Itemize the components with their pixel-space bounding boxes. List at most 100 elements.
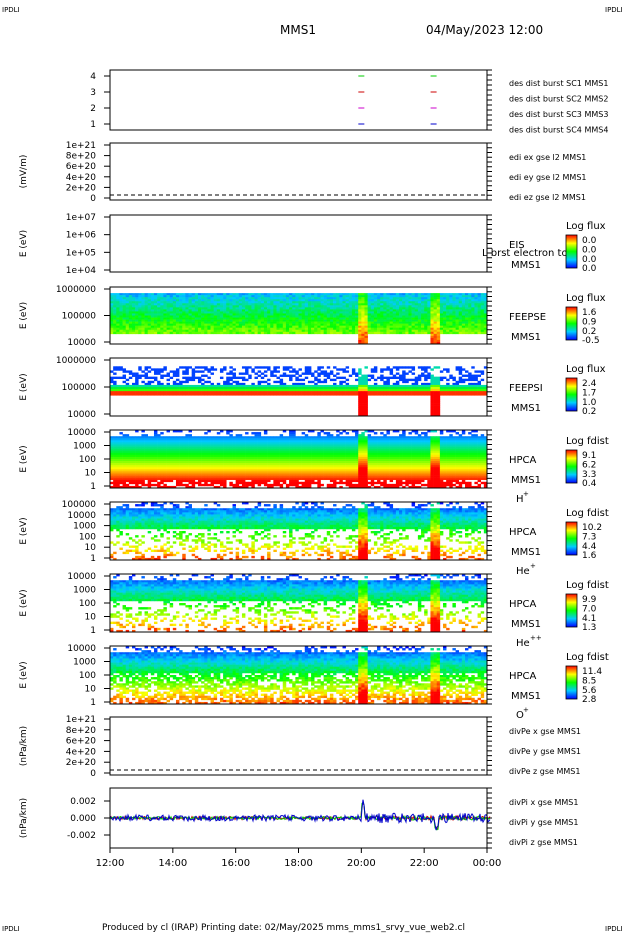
heat-cell	[468, 374, 472, 377]
heat-cell	[358, 303, 362, 306]
heat-cell	[260, 331, 265, 335]
heat-cell	[119, 297, 123, 300]
heat-cell	[439, 323, 444, 326]
heat-cell	[153, 321, 158, 324]
heat-cell	[389, 444, 394, 447]
heat-cell	[402, 323, 406, 326]
heat-cell	[307, 384, 312, 388]
heat-cell	[182, 311, 186, 314]
heat-cell	[188, 325, 192, 329]
heat-cell	[301, 293, 306, 296]
heat-cell	[433, 327, 438, 331]
heat-cell	[380, 450, 384, 454]
heat-cell	[172, 380, 177, 384]
heat-cell	[235, 329, 240, 333]
heat-cell	[207, 452, 211, 456]
heat-cell	[345, 299, 350, 302]
heat-cell	[408, 323, 412, 326]
heat-cell	[370, 317, 375, 320]
heat-cell	[144, 440, 148, 443]
heat-cell	[399, 387, 403, 390]
heat-cell	[273, 327, 277, 331]
heat-cell	[166, 393, 170, 396]
heat-cell	[201, 331, 205, 335]
heat-cell	[273, 370, 277, 373]
heat-cell	[138, 436, 142, 439]
heat-cell	[172, 430, 177, 433]
heat-cell	[160, 327, 164, 331]
heat-cell	[443, 311, 447, 314]
heat-cell	[292, 389, 296, 392]
heat-cell	[270, 297, 274, 300]
heat-cell	[135, 372, 139, 375]
heat-cell	[483, 450, 488, 454]
heat-cell	[452, 393, 456, 396]
heat-cell	[461, 391, 466, 394]
heat-cell	[113, 454, 117, 458]
heat-cell	[197, 303, 202, 306]
heat-cell	[185, 366, 189, 369]
heat-cell	[232, 376, 236, 380]
heat-cell	[433, 380, 438, 384]
heat-cell	[270, 325, 274, 329]
heat-cell	[380, 329, 384, 333]
heat-cell	[251, 293, 255, 296]
heat-cell	[364, 299, 368, 302]
heat-cell	[179, 440, 183, 443]
heat-cell	[342, 327, 346, 331]
heat-cell	[207, 329, 211, 333]
heat-cell	[163, 438, 167, 441]
heat-cell	[241, 307, 246, 310]
heat-cell	[358, 315, 362, 318]
heat-cell	[367, 299, 372, 302]
heat-cell	[348, 317, 353, 320]
heat-cell	[150, 307, 155, 310]
heat-cell	[408, 327, 412, 331]
heat-cell	[279, 436, 284, 439]
heat-cell	[474, 393, 478, 396]
heat-cell	[282, 327, 287, 331]
heat-cell	[241, 378, 246, 382]
heat-cell	[433, 384, 438, 388]
heat-cell	[471, 329, 475, 333]
heat-cell	[141, 446, 145, 449]
heat-cell	[483, 299, 488, 302]
heat-cell	[449, 313, 453, 316]
heat-cell	[348, 450, 353, 454]
heat-cell	[383, 391, 387, 394]
heat-cell	[304, 384, 309, 388]
heat-cell	[399, 303, 403, 306]
heat-cell	[433, 450, 438, 454]
heat-cell	[245, 311, 249, 314]
heat-cell	[323, 297, 328, 300]
heat-cell	[232, 297, 236, 300]
heat-cell	[317, 305, 321, 308]
heat-cell	[336, 387, 340, 390]
heat-cell	[455, 305, 460, 308]
heat-cell	[116, 315, 120, 318]
heat-cell	[292, 452, 296, 456]
heat-cell	[461, 299, 466, 302]
heat-cell	[471, 311, 475, 314]
heat-cell	[113, 313, 117, 316]
heat-cell	[191, 299, 196, 302]
heat-cell	[355, 323, 359, 326]
heat-cell	[389, 387, 394, 390]
heat-cell	[333, 452, 337, 456]
heat-cell	[436, 305, 441, 308]
heat-cell	[458, 450, 463, 454]
heat-cell	[395, 307, 400, 310]
heat-cell	[311, 442, 315, 445]
heat-cell	[119, 448, 123, 452]
heat-cell	[449, 327, 453, 331]
heat-cell	[213, 307, 218, 310]
heat-cell	[260, 366, 265, 369]
heat-cell	[323, 438, 328, 441]
heat-cell	[329, 446, 334, 449]
heat-cell	[455, 384, 460, 388]
heat-cell	[468, 329, 472, 333]
heat-cell	[446, 387, 450, 390]
heat-cell	[213, 297, 218, 300]
heat-cell	[333, 299, 337, 302]
heat-cell	[358, 301, 362, 304]
